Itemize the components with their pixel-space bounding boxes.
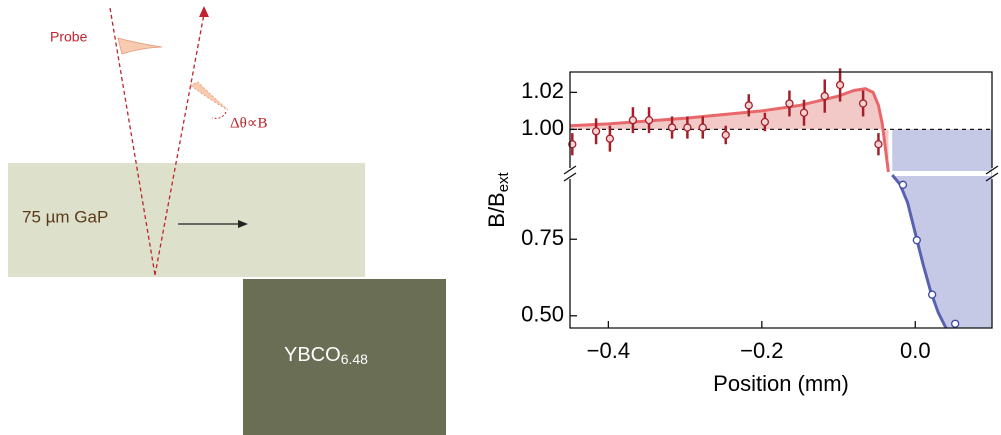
data-point (593, 128, 600, 135)
x-tick-label: −0.2 (740, 338, 783, 363)
ybco-main: YBCO (284, 344, 341, 366)
data-point (722, 131, 729, 138)
data-point (699, 124, 706, 131)
data-point (913, 237, 920, 244)
data-point (801, 109, 808, 116)
y-axis-label: B/Bext (484, 171, 512, 227)
data-point (761, 119, 768, 126)
angle-label: Δθ∝B (230, 115, 268, 131)
y-tick-label: 1.02 (521, 78, 564, 103)
data-point (875, 141, 882, 148)
break-gap (571, 171, 991, 176)
beam-arrowhead (199, 6, 209, 17)
rotated-pulse (190, 82, 228, 110)
data-point (606, 135, 613, 142)
y-tick-label: 0.75 (521, 225, 564, 250)
data-point (684, 124, 691, 131)
data-point (646, 117, 653, 124)
x-axis-label: Position (mm) (713, 371, 849, 396)
data-point (745, 102, 752, 109)
data-point (837, 81, 844, 88)
y-tick-label: 1.00 (521, 115, 564, 140)
data-point (669, 124, 676, 131)
plot: −0.4 −0.2 0.0 1.02 1.00 0.75 0.50 (521, 68, 998, 363)
ybco-sub: 6.48 (341, 351, 368, 367)
x-tick-label: −0.4 (587, 338, 630, 363)
data-point (929, 291, 936, 298)
rotation-arrow (212, 112, 226, 118)
data-point (786, 100, 793, 107)
data-point (952, 320, 959, 327)
y-tick-label: 0.50 (521, 302, 564, 327)
gap-label: 75 µm GaP (22, 207, 108, 226)
probe-label: Probe (50, 29, 88, 45)
fit-area (892, 129, 992, 328)
probe-pulse (118, 38, 162, 54)
y-label-main: B/B (484, 192, 509, 227)
x-tick-label: 0.0 (900, 338, 931, 363)
figure: Probe Δθ∝B 75 µm GaP YBCO6.48 Position (… (0, 0, 1001, 435)
data-point (821, 93, 828, 100)
data-point (860, 100, 867, 107)
data-point (629, 117, 636, 124)
y-label-sub: ext (495, 171, 512, 192)
data-point (899, 181, 906, 188)
